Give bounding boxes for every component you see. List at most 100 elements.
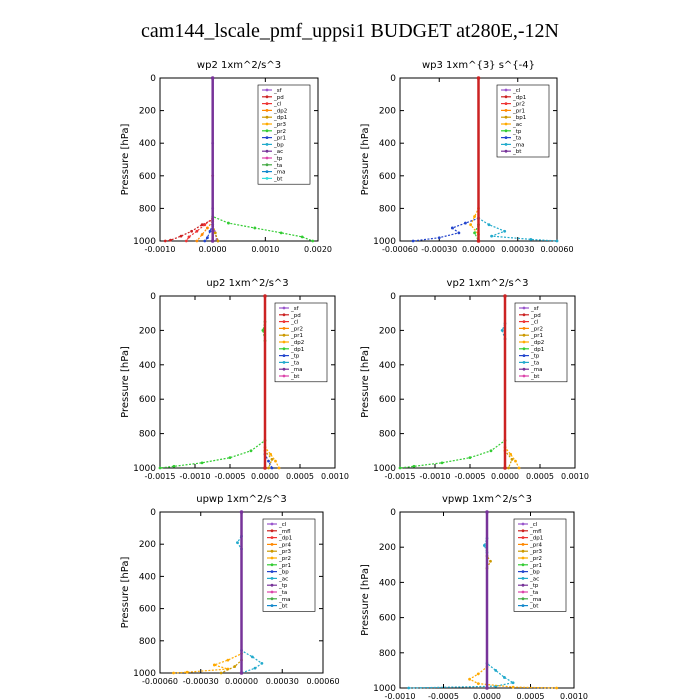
- series-line: [399, 296, 506, 469]
- legend-label: _dp1: [529, 536, 543, 542]
- y-axis-label: Pressure [hPa]: [360, 346, 371, 418]
- legend-label: _sf: [290, 306, 300, 312]
- y-axis-label: Pressure [hPa]: [360, 564, 371, 636]
- y-tick-label: 0: [390, 508, 396, 518]
- x-tick-label: -0.0015: [385, 472, 416, 481]
- legend-marker: [504, 102, 508, 105]
- y-tick-label: 1000: [133, 464, 156, 474]
- series-point: [485, 686, 489, 690]
- legend-marker: [504, 149, 508, 153]
- legend-label: _ma: [273, 170, 285, 176]
- legend-label: _ta: [278, 590, 287, 596]
- x-tick-label: -0.0005: [215, 472, 246, 481]
- x-tick-label: 0.0005: [517, 692, 545, 700]
- x-tick-label: 0.0000: [199, 245, 227, 254]
- legend-label: _dp1: [278, 536, 292, 542]
- x-tick-label: -0.0010: [180, 472, 211, 481]
- series-line: [159, 296, 266, 469]
- panel-title: vpwp 1xm^2/s^3: [442, 494, 532, 505]
- series-point: [469, 223, 473, 227]
- legend-label: _bt: [512, 149, 522, 155]
- legend-label: _tp: [512, 129, 522, 135]
- legend-label: _cl: [512, 88, 521, 94]
- x-tick-label: -0.00060: [382, 245, 418, 254]
- series-point: [200, 223, 204, 227]
- legend-marker: [521, 556, 525, 560]
- legend-marker: [504, 115, 508, 119]
- legend-label: _ma: [529, 597, 541, 603]
- series-point: [503, 294, 507, 298]
- series-point: [270, 466, 274, 470]
- series-point: [261, 329, 265, 332]
- y-tick-label: 0: [150, 508, 156, 518]
- series-point: [440, 461, 444, 465]
- x-tick-label: 0.0010: [560, 692, 588, 700]
- legend-marker: [270, 543, 274, 546]
- legend-marker: [265, 109, 269, 112]
- legend-label: _pr1: [290, 333, 303, 339]
- series-point: [212, 663, 216, 667]
- legend-label: _cl: [290, 320, 299, 326]
- series-point: [253, 666, 257, 670]
- legend-marker: [270, 577, 274, 580]
- legend-label: _ma: [530, 367, 542, 373]
- legend-marker: [270, 583, 274, 587]
- series-point: [476, 76, 481, 80]
- series-point: [482, 544, 486, 547]
- legend-label: _pr2: [290, 326, 303, 332]
- series-point: [510, 458, 514, 461]
- legend-marker: [265, 170, 269, 174]
- y-tick-label: 400: [379, 139, 396, 149]
- series-point: [489, 559, 492, 563]
- series-point: [169, 238, 172, 242]
- legend-label: _pr1: [529, 563, 542, 569]
- x-tick-label: 0.0000: [491, 472, 519, 481]
- plot-frame: [399, 295, 576, 469]
- legend-label: _bt: [273, 176, 283, 182]
- y-tick-label: 400: [139, 139, 156, 149]
- x-tick-label: 0.00000: [225, 677, 258, 686]
- y-tick-label: 0: [150, 74, 156, 84]
- legend-label: _ac: [512, 122, 522, 128]
- legend-label: _pr1: [512, 108, 525, 114]
- legend-marker: [282, 313, 286, 317]
- legend-label: _bp: [273, 142, 284, 148]
- series-point: [274, 459, 277, 463]
- legend-label: _ta: [512, 136, 521, 142]
- series-point: [172, 671, 175, 675]
- series-point: [511, 681, 515, 685]
- y-tick-label: 600: [139, 605, 156, 615]
- series-point: [473, 215, 476, 218]
- legend-label: _dp1: [290, 347, 304, 353]
- legend-label: _sf: [273, 88, 283, 94]
- series-point: [179, 234, 183, 238]
- legend-marker: [270, 563, 274, 567]
- legend-label: _ma: [290, 367, 302, 373]
- series-point: [468, 456, 472, 460]
- legend-marker: [265, 143, 269, 146]
- series-point: [187, 235, 191, 239]
- x-tick-label: 0.0005: [526, 472, 554, 481]
- legend-label: _bp1: [512, 115, 526, 121]
- series-point: [473, 231, 476, 235]
- series-point: [233, 665, 237, 668]
- y-tick-label: 800: [139, 204, 156, 214]
- series-point: [412, 464, 416, 468]
- series-line: [196, 78, 214, 242]
- y-tick-label: 1000: [133, 237, 156, 247]
- legend-label: _ac: [278, 576, 288, 582]
- series-point: [503, 466, 507, 470]
- y-tick-label: 0: [390, 74, 396, 84]
- series-point: [476, 239, 481, 243]
- x-tick-label: 0.00030: [266, 677, 299, 686]
- legend-marker: [282, 347, 286, 351]
- series-point: [249, 449, 253, 453]
- legend-label: _pr2: [512, 102, 525, 108]
- legend-label: _bt: [529, 604, 539, 610]
- legend-label: _cl: [529, 522, 538, 528]
- series-point: [228, 456, 232, 460]
- panel-title: up2 1xm^2/s^3: [206, 278, 288, 289]
- legend-label: _ta: [529, 590, 538, 596]
- series-point: [485, 510, 489, 514]
